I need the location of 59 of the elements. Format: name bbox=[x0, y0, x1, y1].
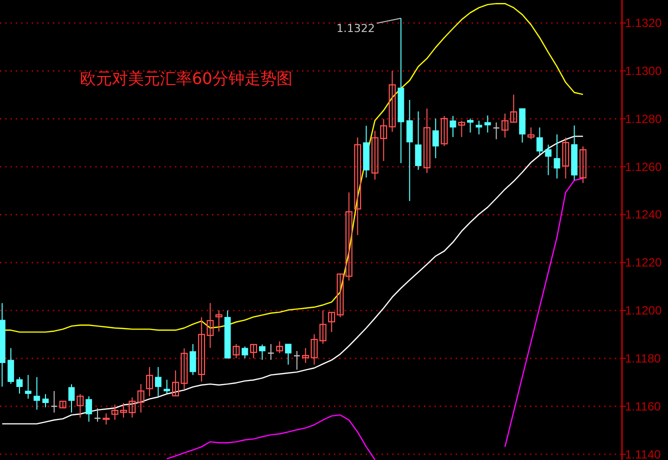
candlestick bbox=[545, 144, 552, 176]
candlestick bbox=[310, 334, 318, 366]
candlestick bbox=[8, 348, 14, 384]
candlestick bbox=[232, 344, 240, 359]
candlestick bbox=[24, 374, 32, 400]
candlestick bbox=[328, 312, 336, 333]
y-tick-label: 1.1300 bbox=[625, 64, 662, 78]
candlestick bbox=[440, 115, 448, 146]
y-tick-label: 1.1180 bbox=[625, 351, 662, 366]
candlestick bbox=[554, 134, 560, 179]
candlestick bbox=[50, 390, 58, 414]
candlestick bbox=[536, 126, 543, 156]
y-tick-label: 1.1140 bbox=[625, 447, 662, 460]
candlestick bbox=[432, 118, 439, 159]
line-series bbox=[2, 136, 584, 424]
candlestick bbox=[68, 384, 75, 414]
candlestick bbox=[527, 126, 534, 140]
candlestick bbox=[102, 412, 110, 426]
candlestick bbox=[450, 115, 456, 138]
candlestick bbox=[259, 344, 266, 360]
candlestick bbox=[354, 137, 362, 236]
candlestick bbox=[423, 108, 430, 174]
candlestick bbox=[155, 366, 162, 397]
candlestick bbox=[319, 310, 326, 344]
candlestick bbox=[164, 379, 170, 394]
y-tick-label: 1.1160 bbox=[625, 399, 662, 414]
candlestick bbox=[76, 394, 84, 418]
candlestick bbox=[285, 344, 292, 366]
candlestick bbox=[276, 340, 284, 354]
candlestick bbox=[562, 137, 570, 179]
candlestick bbox=[215, 310, 222, 332]
text: 欧元对美元汇率60分钟走势图 bbox=[80, 69, 292, 88]
candlestick bbox=[190, 344, 196, 376]
y-tick-label: 1.1320 bbox=[625, 16, 662, 30]
candlestick bbox=[137, 384, 144, 414]
candlestick bbox=[467, 118, 474, 133]
y-tick-label: 1.1280 bbox=[625, 112, 662, 126]
candlestick bbox=[476, 120, 482, 135]
candlestick bbox=[250, 344, 258, 359]
candlestick bbox=[579, 146, 586, 184]
annotation: 1.1322 bbox=[336, 22, 375, 36]
y-tick-label: 1.1260 bbox=[625, 160, 662, 174]
candlestick bbox=[406, 99, 413, 202]
candlestick bbox=[293, 350, 300, 370]
candlestick bbox=[86, 396, 92, 422]
y-tick-label: 1.1220 bbox=[625, 256, 662, 270]
candlestick bbox=[415, 110, 422, 170]
candlestick bbox=[484, 114, 491, 133]
candlestick bbox=[146, 366, 154, 397]
candlestick bbox=[34, 376, 40, 410]
candlestick bbox=[388, 70, 396, 132]
candlestick bbox=[94, 408, 102, 422]
y-tick-label: 1.1200 bbox=[625, 304, 662, 318]
candlestick bbox=[458, 120, 466, 138]
candlestick bbox=[242, 346, 248, 359]
candlestick bbox=[42, 394, 49, 408]
candlestick bbox=[16, 376, 23, 394]
y-tick-label: 1.1240 bbox=[625, 208, 662, 222]
candlestick bbox=[302, 348, 310, 364]
